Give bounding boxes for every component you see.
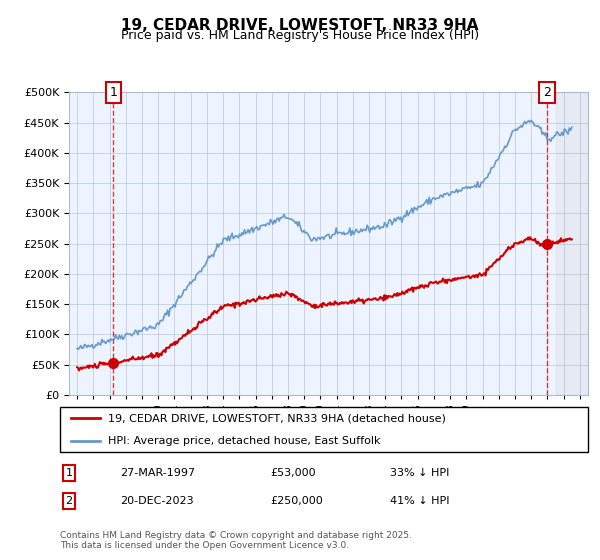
Text: 1: 1: [109, 86, 117, 99]
Text: 33% ↓ HPI: 33% ↓ HPI: [390, 468, 449, 478]
Bar: [556, 92, 588, 395]
Text: £53,000: £53,000: [270, 468, 316, 478]
Text: 2: 2: [543, 86, 551, 99]
Text: 2: 2: [65, 496, 73, 506]
Text: 19, CEDAR DRIVE, LOWESTOFT, NR33 9HA (detached house): 19, CEDAR DRIVE, LOWESTOFT, NR33 9HA (de…: [107, 413, 445, 423]
Text: 19, CEDAR DRIVE, LOWESTOFT, NR33 9HA: 19, CEDAR DRIVE, LOWESTOFT, NR33 9HA: [121, 18, 479, 33]
Text: 1: 1: [65, 468, 73, 478]
Text: Price paid vs. HM Land Registry's House Price Index (HPI): Price paid vs. HM Land Registry's House …: [121, 29, 479, 42]
Text: HPI: Average price, detached house, East Suffolk: HPI: Average price, detached house, East…: [107, 436, 380, 446]
Text: Contains HM Land Registry data © Crown copyright and database right 2025.
This d: Contains HM Land Registry data © Crown c…: [60, 530, 412, 550]
Text: 41% ↓ HPI: 41% ↓ HPI: [390, 496, 449, 506]
Text: 27-MAR-1997: 27-MAR-1997: [120, 468, 195, 478]
Text: 20-DEC-2023: 20-DEC-2023: [120, 496, 194, 506]
FancyBboxPatch shape: [60, 407, 588, 452]
Text: £250,000: £250,000: [270, 496, 323, 506]
